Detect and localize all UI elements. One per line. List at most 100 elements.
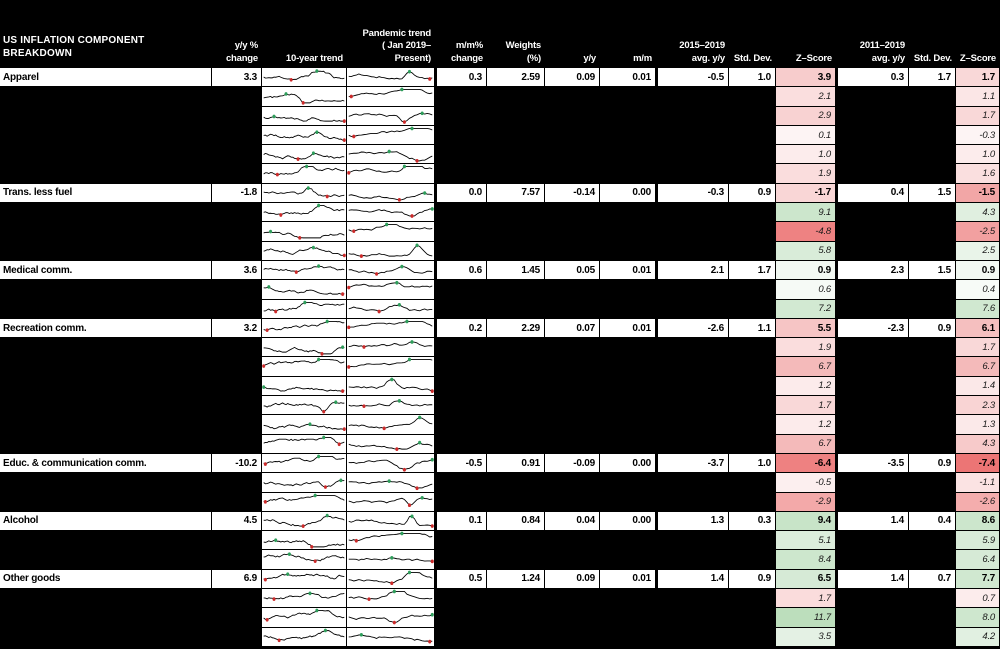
column-gap — [435, 183, 437, 204]
avg-2015-2019-value — [658, 338, 729, 357]
weights-value — [487, 415, 545, 434]
contrib-yy-value — [545, 145, 600, 164]
weights-value: 2.29 — [487, 318, 545, 339]
avg-2015-2019-value — [658, 107, 729, 126]
component-name — [0, 435, 212, 454]
column-gap — [656, 203, 658, 223]
avg-2015-2019-value — [658, 203, 729, 222]
table-row: Alcohol 4.5 0.1 0.84 0.04 0.00 1.3 0.3 9… — [0, 511, 1000, 532]
zscore-2011-2019-cell: 0.9 — [956, 260, 1000, 281]
stddev-2015-2019-value — [729, 145, 776, 164]
contrib-yy-value: 0.04 — [545, 511, 600, 532]
component-name — [0, 280, 212, 299]
contrib-mm-value — [600, 164, 656, 183]
column-gap — [656, 415, 658, 435]
mm-change-value — [437, 107, 487, 126]
contrib-yy-value — [545, 357, 600, 376]
trend-10yr-sparkline — [262, 627, 347, 647]
mm-change-value — [437, 126, 487, 145]
header-stddev-2015-2019: Std. Dev. — [733, 52, 772, 64]
avg-2011-2019-value — [838, 628, 909, 647]
column-gap — [435, 338, 437, 358]
column-gap — [836, 589, 838, 609]
mm-change-value — [437, 338, 487, 357]
mm-change-value — [437, 280, 487, 299]
trend-10yr-sparkline — [262, 280, 347, 300]
table-body: Apparel 3.3 0.3 2.59 0.09 0.01 -0.5 1.0 … — [0, 68, 1000, 647]
avg-2011-2019-value — [838, 357, 909, 376]
contrib-mm-value — [600, 589, 656, 608]
trend-10yr-sparkline — [262, 473, 347, 493]
contrib-mm-value: 0.00 — [600, 183, 656, 204]
trend-10yr-sparkline — [262, 511, 347, 532]
mm-change-value — [437, 493, 487, 512]
weights-value — [487, 300, 545, 319]
trend-pandemic-sparkline — [347, 376, 435, 397]
trend-10yr-sparkline — [262, 550, 347, 570]
zscore-2011-2019-cell: 7.7 — [956, 569, 1000, 590]
zscore-2011-2019-cell: 2.3 — [956, 396, 1000, 416]
zscore-2011-2019-cell: 6.1 — [956, 318, 1000, 339]
weights-value — [487, 357, 545, 376]
yy-change-value — [212, 589, 262, 608]
column-gap — [836, 608, 838, 628]
trend-10yr-sparkline — [262, 68, 347, 88]
component-name — [0, 357, 212, 376]
zscore-2015-2019-cell: 2.9 — [776, 106, 836, 126]
contrib-yy-value — [545, 435, 600, 454]
avg-2011-2019-value: 1.4 — [838, 569, 909, 590]
column-gap — [656, 357, 658, 377]
stddev-2011-2019-value: 0.7 — [909, 569, 956, 590]
column-gap — [656, 125, 658, 146]
column-gap — [435, 125, 437, 146]
zscore-2011-2019-cell: 0.7 — [956, 589, 1000, 609]
weights-value — [487, 107, 545, 126]
stddev-2015-2019-value — [729, 473, 776, 492]
trend-pandemic-sparkline — [347, 203, 435, 223]
yy-change-value — [212, 280, 262, 299]
stddev-2015-2019-value — [729, 242, 776, 261]
avg-2015-2019-value — [658, 589, 729, 608]
component-name: Alcohol — [0, 511, 212, 532]
zscore-2015-2019-cell: 6.7 — [776, 357, 836, 377]
zscore-2011-2019-cell: 8.0 — [956, 608, 1000, 628]
column-gap — [836, 338, 838, 358]
yy-change-value: 4.5 — [212, 511, 262, 532]
table-row: 3.5 4.2 — [0, 627, 1000, 647]
table-row: 6.7 6.7 — [0, 357, 1000, 377]
zscore-2015-2019-cell: 0.9 — [776, 260, 836, 281]
column-gap — [435, 299, 437, 319]
zscore-2015-2019-cell: 9.4 — [776, 511, 836, 532]
contrib-yy-value: -0.14 — [545, 183, 600, 204]
zscore-2015-2019-cell: 1.0 — [776, 145, 836, 165]
zscore-2015-2019-cell: 2.1 — [776, 87, 836, 107]
zscore-2011-2019-cell: 6.7 — [956, 357, 1000, 377]
trend-pandemic-sparkline — [347, 68, 435, 88]
zscore-2015-2019-cell: 5.5 — [776, 318, 836, 339]
avg-2015-2019-value — [658, 300, 729, 319]
yy-change-value — [212, 164, 262, 183]
contrib-yy-value — [545, 222, 600, 241]
zscore-2015-2019-cell: -4.8 — [776, 222, 836, 242]
mm-change-value — [437, 222, 487, 241]
avg-2015-2019-value: 1.3 — [658, 511, 729, 532]
column-gap — [656, 608, 658, 628]
avg-2011-2019-value: 0.4 — [838, 183, 909, 204]
contrib-mm-value — [600, 550, 656, 569]
trend-pandemic-sparkline — [347, 608, 435, 628]
weights-value — [487, 608, 545, 627]
column-gap — [656, 376, 658, 397]
yy-change-value: -1.8 — [212, 183, 262, 204]
weights-value: 1.24 — [487, 569, 545, 590]
contrib-yy-value — [545, 550, 600, 569]
component-name — [0, 164, 212, 183]
component-name — [0, 531, 212, 550]
avg-2011-2019-value — [838, 608, 909, 627]
mm-change-value — [437, 87, 487, 106]
avg-2015-2019-value — [658, 87, 729, 106]
trend-10yr-sparkline — [262, 203, 347, 223]
stddev-2011-2019-value — [909, 280, 956, 299]
mm-change-value — [437, 396, 487, 415]
column-gap — [435, 357, 437, 377]
mm-change-value: 0.5 — [437, 569, 487, 590]
